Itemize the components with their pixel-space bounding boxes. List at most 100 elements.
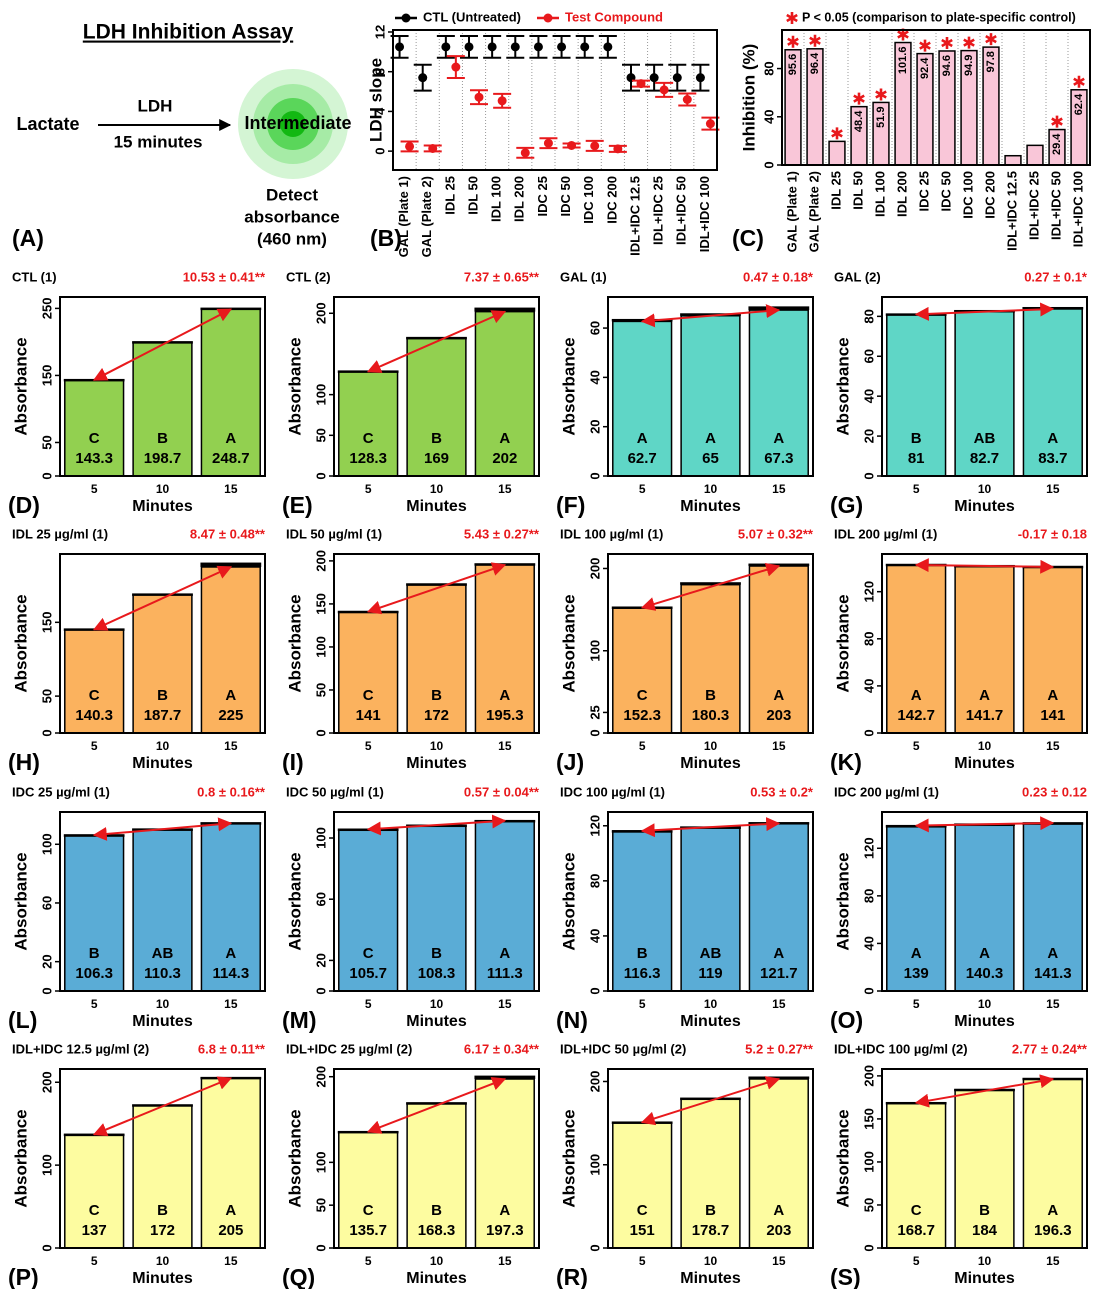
y-tick-label: 200 — [587, 558, 602, 580]
value-label: 141 — [356, 707, 381, 724]
y-tick-label: 120 — [861, 581, 876, 603]
error-bar — [474, 1076, 535, 1079]
group-letter: B — [705, 687, 716, 704]
value-label: 141.3 — [1034, 965, 1072, 982]
significance-star — [920, 40, 930, 52]
point — [418, 73, 427, 82]
x-tick-label: IDL+IDC 12.5 — [1004, 171, 1019, 251]
x-tick-label: 10 — [156, 482, 170, 496]
y-tick-label: 0 — [39, 729, 54, 736]
x-tick-label: 5 — [913, 1254, 920, 1268]
y-axis-label: Absorbance — [11, 1109, 30, 1207]
panel-stat: 6.17 ± 0.34** — [464, 1041, 540, 1056]
value-label: 139 — [904, 965, 929, 982]
point — [465, 42, 474, 51]
y-tick-label: 150 — [861, 1108, 876, 1130]
x-tick-label: 5 — [91, 739, 98, 753]
panel-stat: 6.8 ± 0.11** — [198, 1041, 266, 1056]
x-tick-label: 5 — [91, 1254, 98, 1268]
point — [534, 42, 543, 51]
x-tick-label: IDL+IDC 25 — [1026, 171, 1041, 240]
y-tick-label: 50 — [39, 435, 54, 449]
value-label: 62.7 — [628, 450, 657, 467]
x-tick-label: 5 — [639, 739, 646, 753]
value-label: 169 — [424, 450, 449, 467]
x-tick-label: IDC 25 — [535, 176, 550, 216]
x-tick-label: 15 — [498, 482, 512, 496]
x-tick-label: IDC 25 — [916, 171, 931, 211]
x-axis-label: Minutes — [680, 1270, 741, 1287]
group-letter: B — [431, 945, 442, 962]
value-label: 101.6 — [897, 47, 909, 75]
group-letter: A — [1047, 945, 1058, 962]
x-tick-label: IDC 50 — [938, 171, 953, 211]
panel-label: (I) — [282, 749, 304, 775]
y-tick-label: 0 — [861, 987, 876, 994]
x-tick-label: 15 — [498, 1254, 512, 1268]
x-tick-label: IDL+IDC 100 — [697, 176, 712, 252]
group-letter: B — [431, 687, 442, 704]
y-tick-label: 150 — [39, 611, 54, 633]
x-tick-label: 15 — [1046, 482, 1060, 496]
x-axis-label: Minutes — [406, 1013, 467, 1030]
value-label: 172 — [150, 1222, 175, 1239]
value-label: 141.7 — [966, 707, 1004, 724]
value-label: 205 — [218, 1222, 243, 1239]
value-label: 202 — [492, 450, 517, 467]
detect: Detect — [266, 185, 318, 204]
point — [660, 85, 669, 94]
significance-star — [1052, 116, 1062, 128]
x-tick-label: 15 — [772, 739, 786, 753]
group-letter: C — [363, 687, 374, 704]
significance-star — [788, 36, 798, 48]
y-tick-label: 25 — [587, 705, 602, 719]
x-tick-label: IDL 25 — [442, 176, 457, 215]
y-tick-label: 200 — [313, 1066, 328, 1088]
value-label: 248.7 — [212, 450, 250, 467]
x-tick-label: IDL 200 — [894, 171, 909, 217]
x-tick-label: 15 — [772, 997, 786, 1011]
y-axis-label: Absorbance — [559, 1109, 578, 1207]
y-tick-label: 120 — [587, 815, 602, 837]
point — [696, 73, 705, 82]
y-axis-label: Absorbance — [833, 1109, 852, 1207]
panel-stat: 2.77 ± 0.24** — [1012, 1041, 1088, 1056]
bar — [1027, 145, 1043, 165]
error-bar — [406, 337, 467, 340]
panel-label: (G) — [830, 492, 863, 518]
x-tick-label: IDL 50 — [850, 171, 865, 210]
y-axis-label: Absorbance — [11, 337, 30, 435]
value-label: 108.3 — [418, 965, 456, 982]
point — [395, 42, 404, 51]
x-tick-label: IDL+IDC 25 — [651, 176, 666, 245]
panel-label: (P) — [8, 1264, 39, 1289]
value-label: 203 — [766, 707, 791, 724]
x-tick-label: GAL (Plate 2) — [419, 176, 434, 257]
panel-label: (H) — [8, 749, 40, 775]
value-label: 116.3 — [624, 965, 661, 982]
y-tick-label: 100 — [861, 1151, 876, 1173]
y-tick-label: 50 — [313, 683, 328, 697]
value-label: 178.7 — [692, 1222, 730, 1239]
x-axis-label: Minutes — [954, 755, 1015, 772]
point — [488, 42, 497, 51]
y-tick-label: 0 — [587, 1244, 602, 1251]
value-label: 97.8 — [985, 51, 997, 72]
y-tick-label: 40 — [761, 110, 776, 124]
x-tick-label: 5 — [639, 1254, 646, 1268]
x-tick-label: 15 — [772, 482, 786, 496]
panel-label: (L) — [8, 1007, 37, 1033]
x-tick-label: 5 — [913, 997, 920, 1011]
y-tick-label: 0 — [587, 987, 602, 994]
error-bar — [748, 1076, 809, 1079]
group-letter: A — [1047, 687, 1058, 704]
value-label: 95.6 — [787, 54, 799, 75]
error-bar — [748, 564, 809, 567]
x-tick-label: 10 — [430, 1254, 444, 1268]
x-tick-label: 15 — [224, 482, 238, 496]
y-tick-label: 0 — [861, 472, 876, 479]
group-letter: C — [637, 1202, 648, 1219]
value-label: 92.4 — [919, 57, 931, 79]
y-tick-label: 80 — [761, 61, 776, 75]
panel-title: IDC 200 µg/ml (1) — [834, 784, 939, 799]
